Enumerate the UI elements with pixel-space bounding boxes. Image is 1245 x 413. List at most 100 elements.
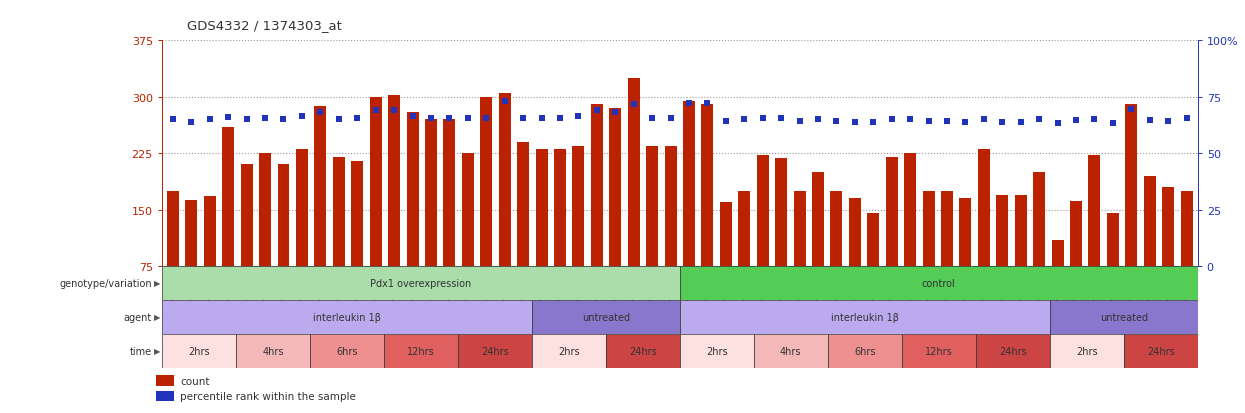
Bar [259,154,271,323]
Point [974,117,994,123]
Point [1122,106,1142,113]
Point [458,115,478,122]
Text: 24hrs: 24hrs [998,346,1027,356]
FancyBboxPatch shape [383,334,458,368]
Bar [960,199,971,323]
Bar [793,191,806,323]
Bar [977,150,990,323]
Bar [1144,176,1155,323]
Point [1084,117,1104,123]
Text: time: time [129,346,152,356]
Text: 4hrs: 4hrs [263,346,284,356]
Text: percentile rank within the sample: percentile rank within the sample [181,391,356,401]
Point [955,119,975,126]
FancyBboxPatch shape [680,334,753,368]
FancyBboxPatch shape [828,334,901,368]
Text: 2hrs: 2hrs [706,346,727,356]
Point [661,115,681,122]
Bar [278,165,290,323]
Bar [1052,240,1063,323]
Bar [315,107,326,323]
Bar [517,142,529,323]
Point [1030,117,1050,123]
Text: 12hrs: 12hrs [925,346,952,356]
Bar [351,161,364,323]
Point [199,117,219,123]
Point [624,102,644,108]
FancyBboxPatch shape [680,300,1050,334]
FancyBboxPatch shape [606,334,680,368]
FancyBboxPatch shape [753,334,828,368]
Text: untreated: untreated [1099,312,1148,322]
Point [477,115,497,122]
Bar [1088,156,1101,323]
Point [1140,118,1160,124]
Text: ▶: ▶ [154,347,161,356]
Point [881,117,901,123]
Bar [720,203,732,323]
Point [735,117,754,123]
FancyBboxPatch shape [235,334,310,368]
Point [494,98,514,104]
Bar [204,197,215,323]
Bar [701,105,713,323]
Text: count: count [181,375,209,386]
Bar [996,195,1008,323]
FancyBboxPatch shape [310,334,383,368]
Point [1103,121,1123,127]
Bar [868,214,879,323]
Point [753,115,773,122]
Point [1011,119,1031,126]
Point [1158,118,1178,125]
Bar [609,109,621,323]
Bar [1180,191,1193,323]
Point [421,115,441,122]
Bar [923,191,935,323]
Bar [812,173,824,323]
Text: 2hrs: 2hrs [188,346,209,356]
Bar [157,375,174,386]
Bar [776,159,787,323]
Point [274,117,294,123]
Point [532,115,552,122]
FancyBboxPatch shape [1124,334,1198,368]
Bar [684,101,695,323]
Point [919,118,939,125]
Bar [573,146,584,323]
Point [679,100,698,107]
Bar [462,154,474,323]
Text: 24hrs: 24hrs [1147,346,1174,356]
Point [182,120,202,126]
Bar [627,79,640,323]
Text: 24hrs: 24hrs [481,346,509,356]
Point [808,117,828,123]
Point [642,115,662,122]
Bar [646,146,659,323]
Text: 12hrs: 12hrs [407,346,435,356]
Text: ▶: ▶ [154,279,161,288]
Point [586,108,606,114]
Text: 2hrs: 2hrs [1076,346,1098,356]
Point [218,114,238,121]
Bar [885,158,898,323]
Text: 6hrs: 6hrs [336,346,357,356]
Point [1047,121,1067,127]
Text: Pdx1 overexpression: Pdx1 overexpression [370,278,472,288]
Bar [1069,201,1082,323]
FancyBboxPatch shape [532,334,606,368]
FancyBboxPatch shape [162,266,680,300]
FancyBboxPatch shape [162,334,235,368]
Point [716,118,736,125]
Text: 24hrs: 24hrs [629,346,656,356]
Text: 2hrs: 2hrs [558,346,580,356]
Point [789,118,809,125]
Bar [665,146,676,323]
Bar [830,191,843,323]
Point [827,118,847,125]
Bar [1163,188,1174,323]
Point [937,118,957,125]
Point [605,109,625,116]
Text: ▶: ▶ [154,313,161,322]
Point [366,108,386,114]
Bar [167,191,179,323]
